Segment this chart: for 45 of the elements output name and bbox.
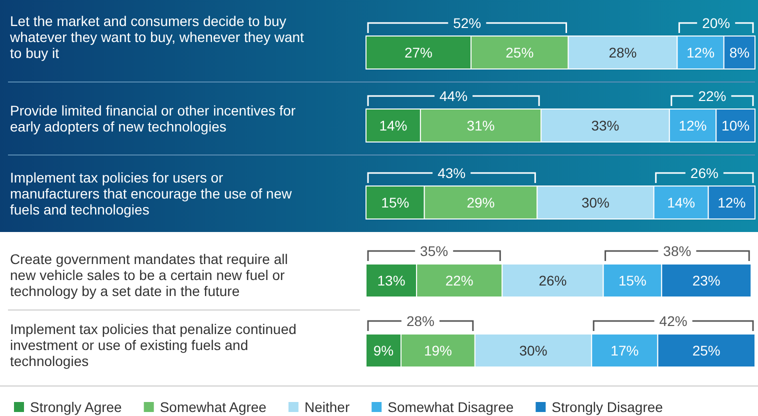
legend-label: Somewhat Agree [160, 399, 267, 415]
legend-label: Somewhat Disagree [388, 399, 514, 415]
data-label: 15% [618, 272, 646, 288]
annotation: 22% [698, 88, 726, 104]
legend-label: Strongly Agree [30, 399, 122, 415]
data-label: 13% [377, 272, 406, 288]
annotation: 44% [440, 88, 468, 104]
annotation: 43% [438, 165, 466, 181]
data-label: 25% [692, 342, 720, 358]
data-label: 33% [591, 118, 620, 134]
annotation: 20% [702, 15, 730, 31]
annotation: 26% [690, 165, 718, 181]
y-tick-label: Implement tax policies for users or manufacturers that encourage the use of new fuels and technologies [10, 170, 293, 218]
data-label: 28% [608, 44, 637, 60]
data-label: 14% [379, 118, 408, 134]
data-label: 31% [466, 118, 495, 134]
data-label: 22% [445, 272, 474, 288]
data-label: 12% [686, 44, 715, 60]
data-label: 29% [466, 194, 495, 210]
annotation: 38% [663, 243, 692, 259]
annotation: 35% [420, 243, 448, 259]
annotation: 52% [453, 15, 482, 31]
y-tick-label: Provide limited financial or other incentives for early adopters of new technologies [10, 102, 296, 134]
data-label: 30% [519, 342, 548, 358]
data-label: 12% [718, 194, 746, 210]
y-tick-label: Let the market and consumers decide to buy whatever they want to buy, whenever they want to buy it [9, 13, 304, 61]
annotation: 28% [406, 313, 434, 329]
data-label: 8% [729, 44, 750, 60]
annotation: 42% [659, 313, 688, 329]
data-label: 17% [610, 342, 639, 358]
data-label: 23% [692, 272, 720, 288]
y-tick-label: Implement tax policies that penalize continued investment or use of existing fuels and technologies [10, 321, 296, 369]
data-label: 9% [373, 342, 394, 358]
legend-label: Strongly Disagree [552, 399, 664, 415]
data-label: 12% [678, 118, 707, 134]
data-label: 14% [667, 194, 696, 210]
y-tick-label: Create government mandates that require all new vehicle sales to be a certain new fuel or technology by a set date in the future [10, 251, 288, 299]
data-label: 26% [538, 272, 567, 288]
data-label: 27% [404, 44, 433, 60]
data-label: 30% [581, 194, 610, 210]
data-label: 10% [722, 118, 750, 134]
data-label: 25% [506, 44, 534, 60]
data-label: 15% [381, 194, 410, 210]
data-label: 19% [424, 342, 452, 358]
legend-label: Neither [304, 399, 350, 415]
